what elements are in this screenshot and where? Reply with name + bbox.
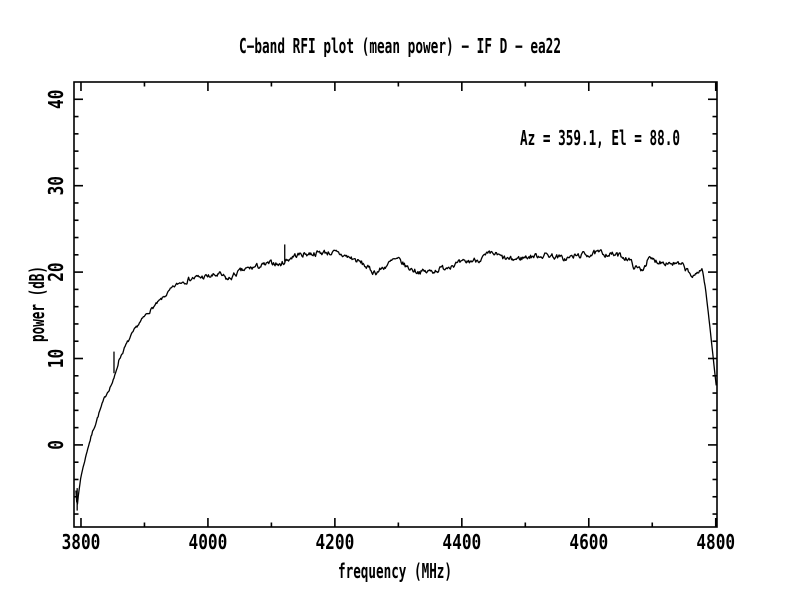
- x-tick-label: 4200: [315, 530, 354, 554]
- mean-power-trace: [75, 249, 717, 505]
- y-tick-label: 30: [44, 176, 68, 195]
- x-tick-label: 4800: [696, 530, 735, 554]
- x-tick-label: 4600: [569, 530, 608, 554]
- y-tick-label: 0: [44, 440, 68, 450]
- y-tick-label: 10: [44, 349, 68, 368]
- plot-frame: [73, 81, 718, 528]
- y-tick-labels: 0 10 20 30 40: [44, 90, 68, 450]
- chart-title: C−band RFI plot (mean power) − IF D − ea…: [239, 34, 561, 58]
- y-axis-label: power (dB): [25, 266, 49, 342]
- x-tick-label: 4000: [189, 530, 228, 554]
- x-tick-labels: 3800 4000 4200 4400 4600 4800: [62, 530, 736, 554]
- azel-annotation: Az = 359.1, El = 88.0: [520, 126, 680, 150]
- axis-ticks: [74, 82, 717, 527]
- x-tick-label: 3800: [62, 530, 101, 554]
- data-curve: [75, 244, 717, 511]
- y-tick-label: 20: [44, 262, 68, 281]
- y-tick-label: 40: [44, 90, 68, 109]
- x-tick-label: 4400: [442, 530, 481, 554]
- x-axis-label: frequency (MHz): [338, 559, 452, 583]
